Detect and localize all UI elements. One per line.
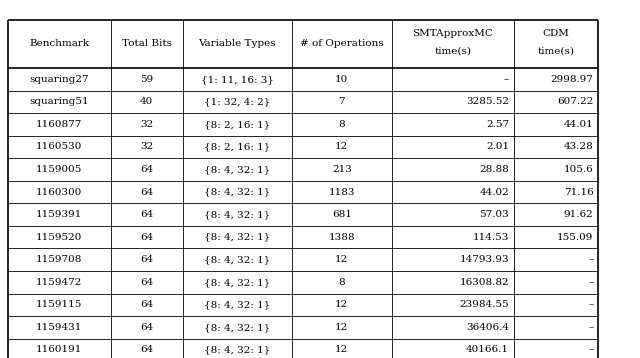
Text: 1160191: 1160191 <box>36 345 83 354</box>
Text: 64: 64 <box>140 165 154 174</box>
Text: 64: 64 <box>140 345 154 354</box>
Text: 1160300: 1160300 <box>36 188 83 197</box>
Text: 12: 12 <box>335 255 349 264</box>
Text: 1160877: 1160877 <box>36 120 83 129</box>
Text: –: – <box>588 300 593 309</box>
Text: 12: 12 <box>335 142 349 151</box>
Text: {8: 4, 32: 1}: {8: 4, 32: 1} <box>204 345 270 354</box>
Text: 7: 7 <box>339 97 345 106</box>
Text: 2998.97: 2998.97 <box>550 75 593 84</box>
Text: 71.16: 71.16 <box>564 188 593 197</box>
Text: 2.57: 2.57 <box>486 120 509 129</box>
Text: 64: 64 <box>140 300 154 309</box>
Text: {8: 4, 32: 1}: {8: 4, 32: 1} <box>204 165 270 174</box>
Text: 14793.93: 14793.93 <box>460 255 509 264</box>
Text: 2.01: 2.01 <box>486 142 509 151</box>
Text: 57.03: 57.03 <box>479 210 509 219</box>
Text: time(s): time(s) <box>538 47 574 55</box>
Text: 64: 64 <box>140 233 154 242</box>
Text: 36406.4: 36406.4 <box>466 323 509 332</box>
Text: {8: 4, 32: 1}: {8: 4, 32: 1} <box>204 255 270 264</box>
Text: 43.28: 43.28 <box>564 142 593 151</box>
Text: 64: 64 <box>140 210 154 219</box>
Text: 44.02: 44.02 <box>479 188 509 197</box>
Text: 1159391: 1159391 <box>36 210 83 219</box>
Text: 64: 64 <box>140 188 154 197</box>
Text: –: – <box>588 345 593 354</box>
Text: {8: 4, 32: 1}: {8: 4, 32: 1} <box>204 300 270 309</box>
Text: {8: 2, 16: 1}: {8: 2, 16: 1} <box>204 120 270 129</box>
Text: {8: 4, 32: 1}: {8: 4, 32: 1} <box>204 278 270 287</box>
Text: CDM: CDM <box>542 29 569 38</box>
Text: {8: 4, 32: 1}: {8: 4, 32: 1} <box>204 188 270 197</box>
Text: 64: 64 <box>140 255 154 264</box>
Text: squaring27: squaring27 <box>29 75 89 84</box>
Text: 105.6: 105.6 <box>564 165 593 174</box>
Text: 10: 10 <box>335 75 349 84</box>
Text: 8: 8 <box>339 120 345 129</box>
Text: SMTApproxMC: SMTApproxMC <box>412 29 493 38</box>
Text: 32: 32 <box>140 142 154 151</box>
Text: 12: 12 <box>335 323 349 332</box>
Text: 607.22: 607.22 <box>557 97 593 106</box>
Text: 16308.82: 16308.82 <box>460 278 509 287</box>
Text: –: – <box>588 278 593 287</box>
Text: squaring51: squaring51 <box>29 97 89 106</box>
Text: 64: 64 <box>140 323 154 332</box>
Text: 12: 12 <box>335 345 349 354</box>
Text: 12: 12 <box>335 300 349 309</box>
Text: time(s): time(s) <box>434 47 471 55</box>
Text: 155.09: 155.09 <box>557 233 593 242</box>
Text: 1159472: 1159472 <box>36 278 83 287</box>
Text: {8: 2, 16: 1}: {8: 2, 16: 1} <box>204 142 270 151</box>
Text: {1: 32, 4: 2}: {1: 32, 4: 2} <box>204 97 270 106</box>
Text: –: – <box>504 75 509 84</box>
Text: 32: 32 <box>140 120 154 129</box>
Text: 64: 64 <box>140 278 154 287</box>
Text: 3285.52: 3285.52 <box>466 97 509 106</box>
Text: 681: 681 <box>332 210 352 219</box>
Text: # of Operations: # of Operations <box>300 39 384 48</box>
Text: Total Bits: Total Bits <box>122 39 172 48</box>
Text: 40: 40 <box>140 97 154 106</box>
Text: –: – <box>588 255 593 264</box>
Text: 1160530: 1160530 <box>36 142 83 151</box>
Text: 23984.55: 23984.55 <box>460 300 509 309</box>
Text: 114.53: 114.53 <box>473 233 509 242</box>
Text: 213: 213 <box>332 165 352 174</box>
Text: 1159005: 1159005 <box>36 165 83 174</box>
Text: {8: 4, 32: 1}: {8: 4, 32: 1} <box>204 210 270 219</box>
Text: Benchmark: Benchmark <box>29 39 89 48</box>
Text: 8: 8 <box>339 278 345 287</box>
Text: 1159115: 1159115 <box>36 300 83 309</box>
Text: 40166.1: 40166.1 <box>466 345 509 354</box>
Text: 1159520: 1159520 <box>36 233 83 242</box>
Text: {1: 11, 16: 3}: {1: 11, 16: 3} <box>201 75 274 84</box>
Text: 1183: 1183 <box>328 188 355 197</box>
Text: 91.62: 91.62 <box>564 210 593 219</box>
Text: 1388: 1388 <box>328 233 355 242</box>
Text: 28.88: 28.88 <box>479 165 509 174</box>
Text: 44.01: 44.01 <box>564 120 593 129</box>
Text: –: – <box>588 323 593 332</box>
Text: 1159708: 1159708 <box>36 255 83 264</box>
Text: Variable Types: Variable Types <box>198 39 276 48</box>
Text: {8: 4, 32: 1}: {8: 4, 32: 1} <box>204 323 270 332</box>
Text: {8: 4, 32: 1}: {8: 4, 32: 1} <box>204 233 270 242</box>
Text: 59: 59 <box>140 75 154 84</box>
Text: 1159431: 1159431 <box>36 323 83 332</box>
